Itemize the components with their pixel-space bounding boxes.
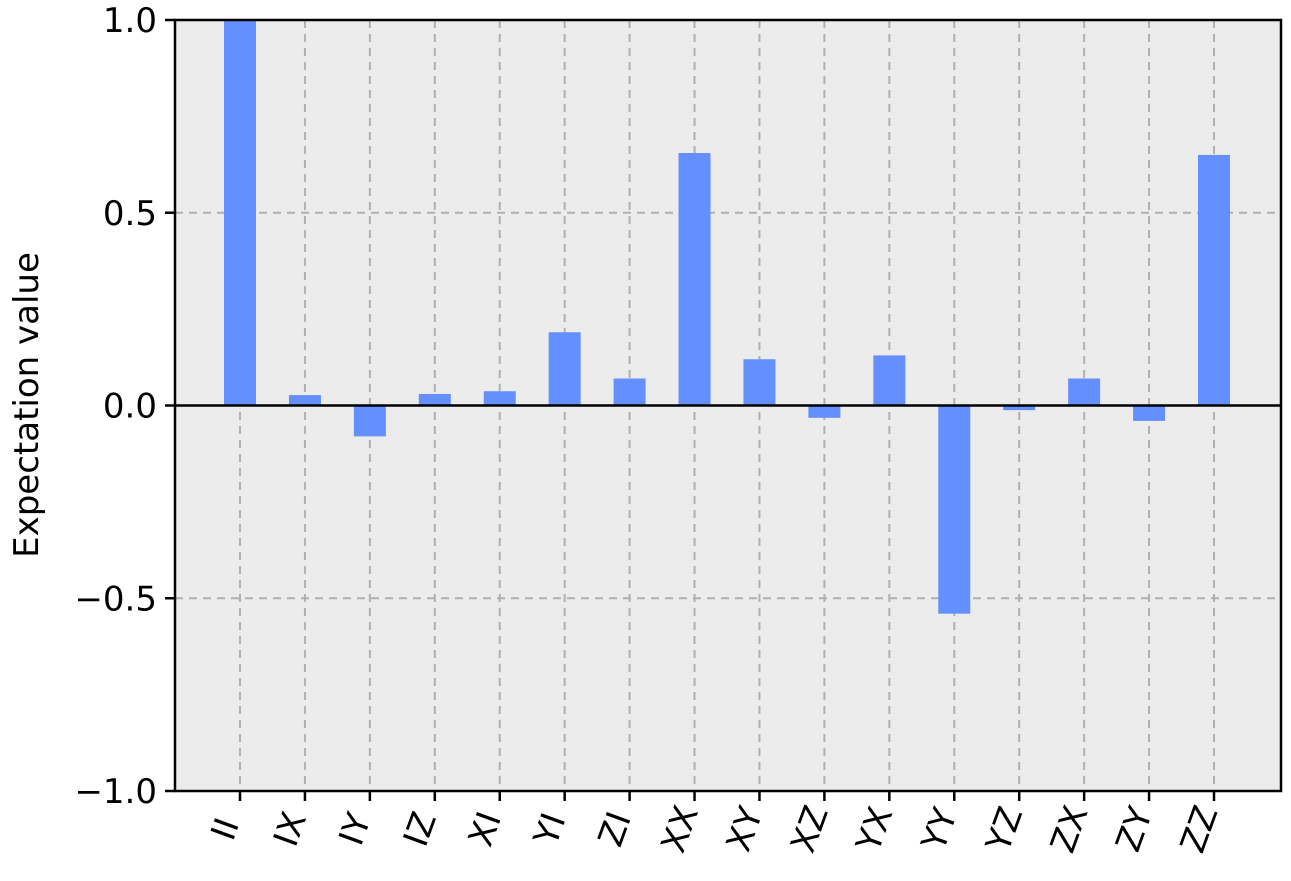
bar-xi (483, 391, 516, 406)
y-axis-ticks: 1.0 0.5 0.0 −0.5 −1.0 (74, 1, 175, 812)
x-tick-label: IZ (396, 807, 445, 852)
bar-xz (808, 405, 841, 418)
x-tick-label: ZY (1108, 801, 1161, 856)
x-tick-label: XZ (783, 801, 837, 858)
x-tick-label: IY (331, 808, 379, 851)
x-tick-label: YY (914, 803, 966, 857)
y-axis-title: Expectation value (7, 252, 47, 558)
bar-ii (224, 20, 256, 406)
y-tick-label: −1.0 (74, 772, 157, 812)
bar-iz (418, 393, 451, 406)
bar-yx (873, 355, 906, 406)
bar-zi (613, 378, 646, 406)
bar-yi (548, 332, 581, 406)
bar-iy (353, 405, 386, 437)
x-tick-label: YZ (978, 802, 1031, 858)
x-tick-label: II (203, 813, 247, 846)
bar-xy (743, 359, 776, 406)
y-tick-label: −0.5 (74, 579, 157, 619)
x-tick-label: YI (526, 808, 574, 852)
x-tick-label: ZZ (1173, 801, 1227, 858)
x-tick-label: XX (653, 801, 707, 858)
bar-yz (1003, 405, 1036, 411)
bar-zy (1133, 405, 1166, 421)
x-tick-label: XY (719, 801, 772, 856)
bar-zx (1068, 378, 1101, 406)
bar-xx (678, 152, 711, 406)
x-tick-label: YX (848, 802, 901, 858)
y-tick-label: 1.0 (103, 1, 157, 41)
bar-yy (938, 405, 971, 614)
x-tick-label: ZX (1043, 801, 1097, 858)
x-axis-ticks: II IX IY IZ XI YI ZI XX XY XZ YX YY YZ ZX ZY ZZ (203, 791, 1226, 858)
x-tick-label: XI (461, 807, 510, 852)
bar-zz (1198, 154, 1230, 406)
x-tick-label: ZI (591, 807, 640, 852)
bars (224, 20, 1230, 614)
bar-ix (288, 395, 321, 406)
y-tick-label: 0.5 (103, 194, 157, 234)
y-tick-label: 0.0 (103, 387, 157, 427)
x-tick-label: IX (266, 807, 315, 852)
